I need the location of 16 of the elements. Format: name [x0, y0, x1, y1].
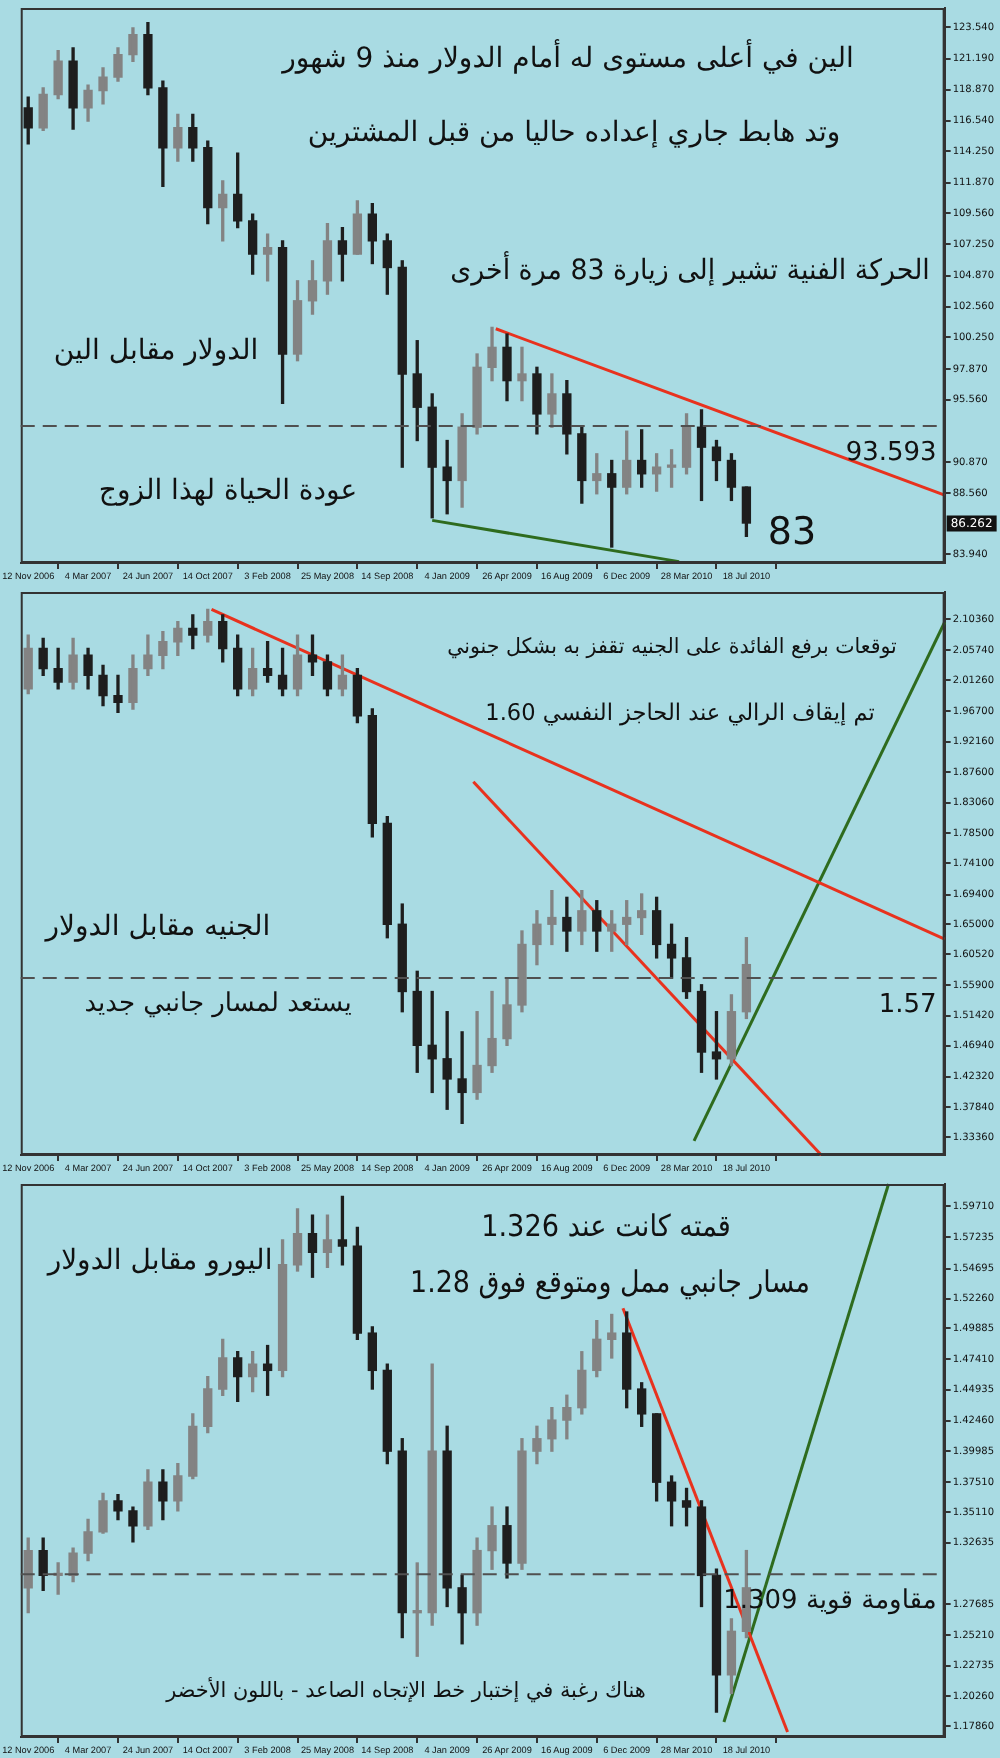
annotation: يستعد لمسار جانبي جديد — [84, 988, 353, 1019]
annotation: 83 — [767, 509, 817, 554]
annotation: الدولار مقابل الين — [53, 335, 259, 368]
annotation: اليورو مقابل الدولار — [45, 1245, 273, 1278]
annotation: الحركة الفنية تشير إلى زيارة 83 مرة أخرى — [450, 250, 930, 288]
annotation: الجنيه مقابل الدولار — [43, 911, 271, 944]
annotation: عودة الحياة لهذا الزوج — [98, 475, 358, 508]
annotation: وتد هابط جاري إعداده حاليا من قبل المشترين — [307, 117, 841, 150]
annotation: مسار جانبي ممل ومتوقع فوق 1.28 — [410, 1266, 810, 1301]
annotation: الين في أعلى مستوى له أمام الدولار منذ 9 شهور — [280, 39, 854, 76]
annotation: هناك رغبة في إختبار خط الإتجاه الصاعد - باللون الأخضر — [164, 1677, 646, 1704]
ref-line-label: 1.57 — [878, 989, 937, 1020]
annotation: توقعات برفع الفائدة على الجنيه تقفز به بشكل جنوني — [447, 635, 898, 660]
annotation: تم إيقاف الرالي عند الحاجز النفسي 1.60 — [485, 697, 875, 727]
ref-line-label: 93.593 — [845, 437, 937, 468]
annotation: قمته كانت عند 1.326 — [481, 1210, 731, 1245]
